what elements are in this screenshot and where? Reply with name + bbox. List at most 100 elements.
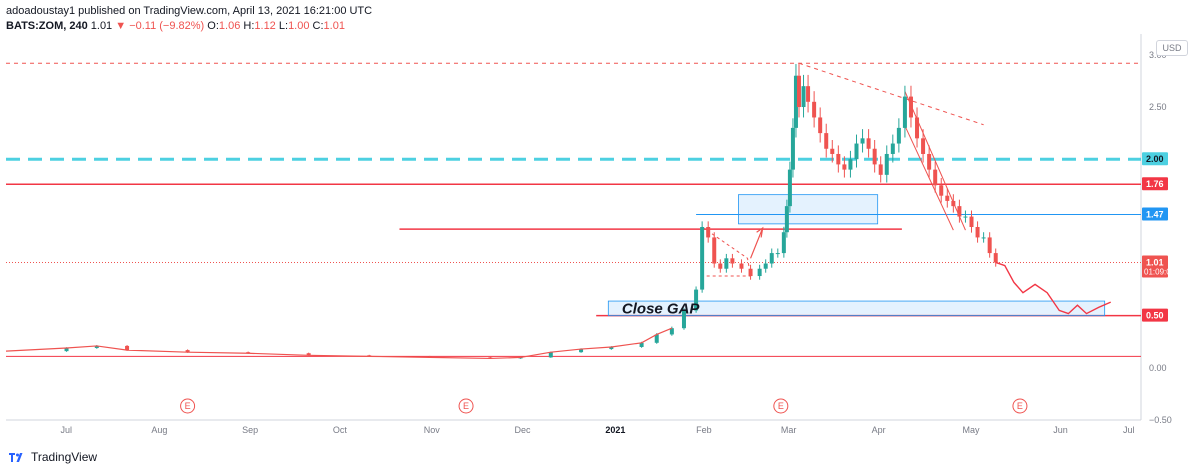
falling-wedge-lower[interactable] bbox=[904, 125, 954, 231]
close-value: 1.01 bbox=[323, 20, 345, 32]
candle-body bbox=[185, 350, 190, 353]
candle-body bbox=[787, 169, 792, 207]
x-tick-label: May bbox=[962, 425, 980, 435]
candle-body bbox=[939, 185, 944, 196]
price-axis-label: 0.50 bbox=[1146, 311, 1164, 321]
candle-body bbox=[818, 117, 823, 134]
candle-body bbox=[902, 96, 907, 128]
candle-body bbox=[806, 86, 811, 102]
falling-wedge-upper[interactable] bbox=[904, 91, 966, 231]
chart-header: adoadoustay1 published on TradingView.co… bbox=[6, 4, 372, 34]
earnings-marker-icon[interactable] bbox=[180, 398, 196, 414]
candle-body bbox=[842, 164, 847, 170]
y-tick-label: 0.00 bbox=[1149, 363, 1167, 373]
x-tick-label: Jul bbox=[1123, 425, 1135, 435]
candle-body bbox=[793, 75, 798, 128]
candle-body bbox=[790, 127, 795, 170]
earnings-marker-icon[interactable] bbox=[458, 398, 474, 414]
countdown-label: 01:09:01 bbox=[1144, 267, 1176, 276]
candle-body bbox=[963, 216, 968, 218]
candle-body bbox=[654, 334, 659, 343]
price-axis-label: 2.00 bbox=[1146, 154, 1164, 164]
price-axis-label-box[interactable] bbox=[1142, 255, 1168, 278]
candle-body bbox=[915, 117, 920, 139]
candle-body bbox=[748, 268, 753, 277]
open-label: O: bbox=[207, 20, 219, 32]
price-axis-label-box[interactable] bbox=[1142, 177, 1168, 191]
high-label: H: bbox=[243, 20, 255, 32]
candle-body bbox=[878, 164, 883, 175]
earnings-marker-label: E bbox=[778, 401, 784, 411]
candle-body bbox=[848, 159, 853, 170]
candle-body bbox=[890, 143, 895, 154]
y-tick-label: 2.50 bbox=[1149, 102, 1167, 112]
candle-body bbox=[784, 206, 789, 233]
tradingview-logo-icon bbox=[9, 453, 23, 462]
last-price: 1.01 bbox=[90, 20, 113, 32]
candle-body bbox=[579, 349, 584, 353]
price-axis-label-box[interactable] bbox=[1142, 308, 1168, 322]
candle-body bbox=[951, 200, 956, 207]
publisher-line: adoadoustay1 published on TradingView.co… bbox=[6, 5, 373, 17]
price-axis-label: 1.47 bbox=[1146, 209, 1164, 219]
price-axis-label: 1.01 bbox=[1146, 257, 1164, 267]
symbol-label[interactable]: BATS:ZOM, 240 bbox=[6, 20, 88, 32]
candle-body bbox=[757, 268, 762, 277]
candle-body bbox=[694, 289, 699, 311]
candle-body bbox=[718, 263, 723, 269]
open-value: 1.06 bbox=[218, 20, 241, 32]
earnings-marker-label: E bbox=[185, 401, 191, 411]
gap-zone[interactable] bbox=[607, 300, 1106, 317]
tradingview-brand[interactable]: TradingView bbox=[8, 450, 97, 464]
candle-body bbox=[854, 143, 859, 160]
candle-body bbox=[945, 195, 950, 201]
x-tick-label: Apr bbox=[872, 425, 886, 435]
symbol-line: BATS:ZOM, 240 1.01 ▼ −0.11 (−9.82%) O:1.… bbox=[6, 19, 372, 34]
x-tick-label: Mar bbox=[781, 425, 797, 435]
candle-body bbox=[781, 232, 786, 254]
candle-body bbox=[775, 253, 780, 255]
candle-body bbox=[921, 138, 926, 154]
candle-body bbox=[927, 153, 932, 170]
high-value: 1.12 bbox=[254, 20, 276, 32]
y-tick-label: −0.50 bbox=[1149, 415, 1172, 425]
x-tick-label: Nov bbox=[424, 425, 441, 435]
brand-name: TradingView bbox=[31, 450, 98, 464]
candle-body bbox=[700, 227, 705, 290]
price-axis-label-box[interactable] bbox=[1142, 207, 1168, 221]
candle-body bbox=[639, 342, 644, 347]
candle-body bbox=[884, 153, 889, 175]
candle-body bbox=[824, 133, 829, 149]
candle-body bbox=[712, 237, 717, 264]
candle-body bbox=[860, 138, 865, 144]
candle-body bbox=[957, 206, 962, 217]
breakout-arrow[interactable] bbox=[750, 226, 764, 259]
price-history-line bbox=[5, 327, 673, 360]
price-axis-label-box[interactable] bbox=[1142, 152, 1168, 166]
earnings-marker-icon[interactable] bbox=[1012, 398, 1028, 414]
low-value: 1.00 bbox=[288, 20, 310, 32]
candle-body bbox=[706, 227, 711, 238]
candle-body bbox=[125, 345, 130, 351]
candle-body bbox=[94, 345, 99, 349]
x-tick-label: 2021 bbox=[605, 425, 625, 435]
earnings-marker-label: E bbox=[1017, 401, 1023, 411]
descending-trendline[interactable] bbox=[798, 62, 984, 126]
candle-body bbox=[609, 346, 614, 350]
candle-body bbox=[306, 353, 311, 356]
candle-body bbox=[836, 153, 841, 165]
candle-body bbox=[872, 148, 877, 165]
candle-body bbox=[908, 96, 913, 118]
currency-button[interactable]: USD bbox=[1156, 40, 1188, 56]
low-label: L: bbox=[278, 20, 289, 32]
candle-body bbox=[64, 348, 69, 352]
projection-path[interactable] bbox=[995, 261, 1112, 315]
consolidation-zone[interactable] bbox=[738, 194, 879, 225]
earnings-marker-label: E bbox=[463, 401, 469, 411]
candle-body bbox=[969, 216, 974, 227]
earnings-marker-icon[interactable] bbox=[773, 398, 789, 414]
candle-body bbox=[548, 352, 553, 358]
candle-body bbox=[739, 263, 744, 269]
flag-pattern[interactable] bbox=[701, 226, 752, 277]
